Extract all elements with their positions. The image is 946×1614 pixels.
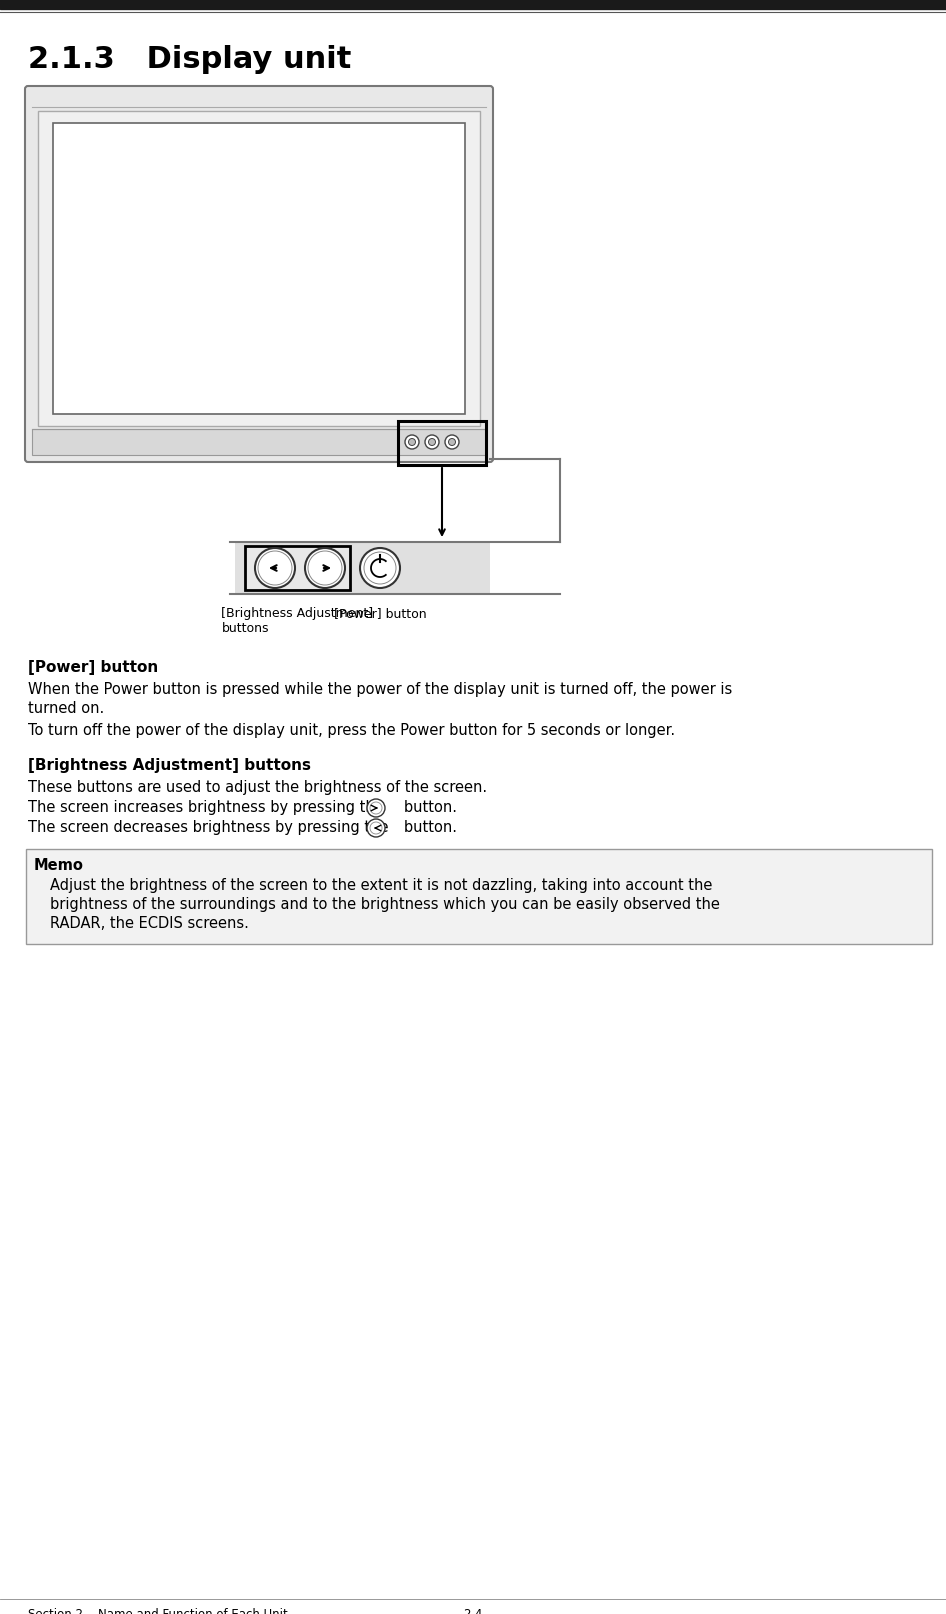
- Bar: [38, 111, 480, 426]
- Text: [Brightness Adjustment]
buttons: [Brightness Adjustment] buttons: [221, 607, 374, 634]
- Bar: [32, 429, 486, 455]
- Circle shape: [367, 820, 385, 838]
- Text: [Brightness Adjustment] buttons: [Brightness Adjustment] buttons: [28, 757, 311, 773]
- Text: button.: button.: [390, 799, 457, 815]
- Text: The screen decreases brightness by pressing the: The screen decreases brightness by press…: [28, 820, 389, 834]
- Circle shape: [409, 439, 415, 445]
- Bar: [26, 849, 932, 944]
- FancyBboxPatch shape: [25, 87, 493, 463]
- Bar: [53, 124, 465, 415]
- Text: button.: button.: [390, 820, 457, 834]
- Text: Section 2    Name and Function of Each Unit: Section 2 Name and Function of Each Unit: [28, 1608, 288, 1614]
- Text: 2.1.3   Display unit: 2.1.3 Display unit: [28, 45, 351, 74]
- Circle shape: [360, 549, 400, 589]
- Bar: [245, 547, 350, 591]
- Text: brightness of the surroundings and to the brightness which you can be easily obs: brightness of the surroundings and to th…: [50, 896, 720, 912]
- Circle shape: [255, 549, 295, 589]
- Bar: [398, 421, 486, 466]
- Text: [Power] button: [Power] button: [28, 660, 158, 675]
- Bar: [235, 542, 490, 594]
- Circle shape: [445, 436, 459, 450]
- Text: Memo: Memo: [34, 857, 84, 873]
- Circle shape: [364, 552, 396, 584]
- Circle shape: [429, 439, 435, 445]
- Text: 2-4: 2-4: [464, 1608, 482, 1614]
- Text: The screen increases brightness by pressing the: The screen increases brightness by press…: [28, 799, 384, 815]
- Circle shape: [370, 823, 382, 834]
- Circle shape: [258, 552, 292, 586]
- Circle shape: [370, 802, 382, 815]
- Text: These buttons are used to adjust the brightness of the screen.: These buttons are used to adjust the bri…: [28, 780, 487, 794]
- Text: [Power] button: [Power] button: [334, 607, 427, 620]
- Text: To turn off the power of the display unit, press the Power button for 5 seconds : To turn off the power of the display uni…: [28, 723, 675, 738]
- Text: Adjust the brightness of the screen to the extent it is not dazzling, taking int: Adjust the brightness of the screen to t…: [50, 878, 712, 893]
- Circle shape: [425, 436, 439, 450]
- Circle shape: [367, 799, 385, 818]
- Text: turned on.: turned on.: [28, 700, 104, 715]
- Circle shape: [405, 436, 419, 450]
- Text: RADAR, the ECDIS screens.: RADAR, the ECDIS screens.: [50, 915, 249, 930]
- Text: When the Power button is pressed while the power of the display unit is turned o: When the Power button is pressed while t…: [28, 681, 732, 697]
- Bar: [0, 0, 946, 10]
- Circle shape: [305, 549, 345, 589]
- Circle shape: [308, 552, 342, 586]
- Circle shape: [448, 439, 456, 445]
